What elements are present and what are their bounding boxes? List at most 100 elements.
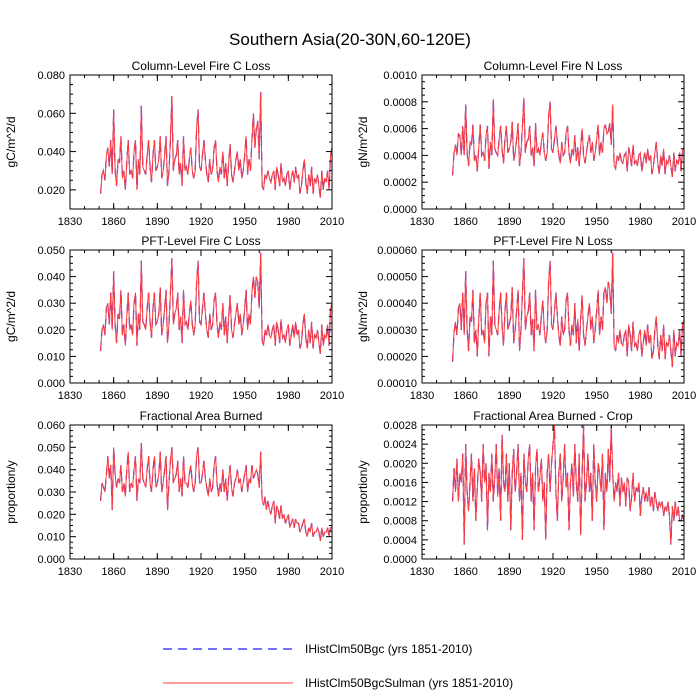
legend-label-sulman: IHistClm50BgcSulman (yrs 1851-2010) (305, 676, 513, 690)
x-tick-label: 1920 (541, 566, 565, 578)
x-tick-label: 1890 (497, 566, 521, 578)
y-tick-label: 0.00060 (377, 245, 417, 257)
y-tick-label: 0.0008 (383, 97, 417, 109)
x-tick-label: 2010 (320, 566, 344, 578)
y-tick-label: 0.000 (37, 554, 65, 566)
x-tick-label: 1830 (58, 216, 82, 228)
y-tick-label: 0.0020 (383, 458, 417, 470)
series-line-sulman (100, 442, 332, 542)
y-tick-label: 0.020 (37, 325, 65, 337)
x-tick-label: 1980 (276, 390, 300, 402)
plot-frame (69, 74, 333, 210)
x-tick-label: 1890 (497, 390, 521, 402)
panel-title: Column-Level Fire C Loss (132, 59, 271, 73)
x-tick-label: 1980 (628, 216, 652, 228)
y-tick-label: 0.0010 (383, 70, 417, 82)
x-tick-label: 1920 (541, 390, 565, 402)
y-tick-label: 0.060 (37, 108, 65, 120)
x-tick-label: 2010 (672, 390, 696, 402)
y-tick-label: 0.0000 (383, 204, 417, 216)
x-tick-label: 2010 (320, 390, 344, 402)
y-tick-label: 0.080 (37, 70, 65, 82)
panel-title: Fractional Area Burned (140, 409, 263, 423)
x-tick-label: 1950 (232, 390, 256, 402)
series-line-sulman (452, 424, 685, 545)
y-tick-label: 0.0002 (383, 177, 417, 189)
x-tick-label: 1860 (101, 566, 125, 578)
legend: IHistClm50Bgc (yrs 1851-2010) IHistClm50… (163, 642, 513, 690)
y-tick-label: 0.00030 (377, 325, 417, 337)
legend-label-bgc: IHistClm50Bgc (yrs 1851-2010) (305, 642, 472, 656)
panel-title: Column-Level Fire N Loss (484, 59, 623, 73)
x-tick-label: 1860 (101, 390, 125, 402)
y-tick-label: 0.0000 (383, 554, 417, 566)
x-tick-label: 1830 (410, 390, 434, 402)
x-tick-label: 1950 (584, 390, 608, 402)
panels: Column-Level Fire C Loss gC/m^2/d 1830 1860… (4, 59, 696, 578)
y-axis-label: proportion/y (4, 460, 18, 523)
x-tick-label: 1860 (453, 216, 477, 228)
x-tick-label: 1860 (101, 216, 125, 228)
y-tick-label: 0.050 (37, 245, 65, 257)
y-tick-label: 0.020 (37, 185, 65, 197)
y-tick-label: 0.030 (37, 487, 65, 499)
y-tick-label: 0.0012 (383, 497, 417, 509)
series-line-sulman (100, 92, 333, 198)
y-tick-label: 0.00010 (377, 378, 417, 390)
x-tick-label: 2010 (672, 566, 696, 578)
x-tick-label: 1980 (276, 566, 300, 578)
y-tick-label: 0.0008 (383, 516, 417, 528)
x-tick-label: 1980 (628, 390, 652, 402)
panel-title: PFT-Level Fire N Loss (493, 234, 612, 248)
y-tick-label: 0.010 (37, 532, 65, 544)
y-tick-label: 0.0004 (383, 535, 417, 547)
chart-panel-1: Column-Level Fire C Loss gC/m^2/d 1830 1860… (4, 59, 344, 228)
x-tick-label: 1920 (189, 390, 213, 402)
x-tick-label: 1950 (584, 566, 608, 578)
x-tick-label: 1830 (58, 566, 82, 578)
x-tick-label: 1920 (189, 566, 213, 578)
y-tick-label: 0.030 (37, 298, 65, 310)
chart-panel-6: Fractional Area Burned - Crop proportion/… (356, 409, 696, 578)
y-tick-label: 0.060 (37, 420, 65, 432)
y-tick-label: 0.040 (37, 272, 65, 284)
plot-frame (69, 424, 333, 560)
y-axis-label: gC/m^2/d (4, 291, 18, 342)
series-line-sulman (100, 252, 333, 354)
x-tick-label: 1920 (541, 216, 565, 228)
y-axis-label: gN/m^2/d (356, 117, 370, 168)
y-axis-label: gN/m^2/d (356, 291, 370, 342)
panel-title: PFT-Level Fire C Loss (141, 234, 260, 248)
y-tick-label: 0.010 (37, 351, 65, 363)
y-axis-label: gC/m^2/d (4, 117, 18, 168)
panel-title: Fractional Area Burned - Crop (473, 409, 633, 423)
series-line-sulman (452, 252, 685, 368)
x-tick-label: 1950 (584, 216, 608, 228)
y-tick-label: 0.050 (37, 442, 65, 454)
y-tick-label: 0.00050 (377, 272, 417, 284)
x-tick-label: 1980 (628, 566, 652, 578)
y-tick-label: 0.0016 (383, 477, 417, 489)
x-tick-label: 1950 (232, 566, 256, 578)
x-tick-label: 1920 (189, 216, 213, 228)
y-tick-label: 0.040 (37, 147, 65, 159)
series-line-sulman (452, 97, 685, 177)
chart-panel-4: PFT-Level Fire N Loss gN/m^2/d 1830 1860 189… (356, 234, 696, 402)
x-tick-label: 2010 (672, 216, 696, 228)
y-axis-label: proportion/y (356, 460, 370, 523)
y-tick-label: 0.00020 (377, 351, 417, 363)
y-tick-label: 0.00040 (377, 298, 417, 310)
chart-panel-3: PFT-Level Fire C Loss gC/m^2/d 1830 1860 189… (4, 234, 344, 402)
y-tick-label: 0.0004 (383, 150, 417, 162)
x-tick-label: 1860 (453, 390, 477, 402)
y-tick-label: 0.0024 (383, 439, 417, 451)
y-tick-label: 0.0006 (383, 124, 417, 136)
x-tick-label: 1950 (232, 216, 256, 228)
chart-panel-2: Column-Level Fire N Loss gN/m^2/d 1830 1860… (356, 59, 696, 228)
x-tick-label: 1890 (145, 390, 169, 402)
x-tick-label: 1830 (410, 566, 434, 578)
y-tick-label: 0.0028 (383, 420, 417, 432)
x-tick-label: 1830 (58, 390, 82, 402)
figure-title: Southern Asia(20-30N,60-120E) (229, 30, 471, 49)
